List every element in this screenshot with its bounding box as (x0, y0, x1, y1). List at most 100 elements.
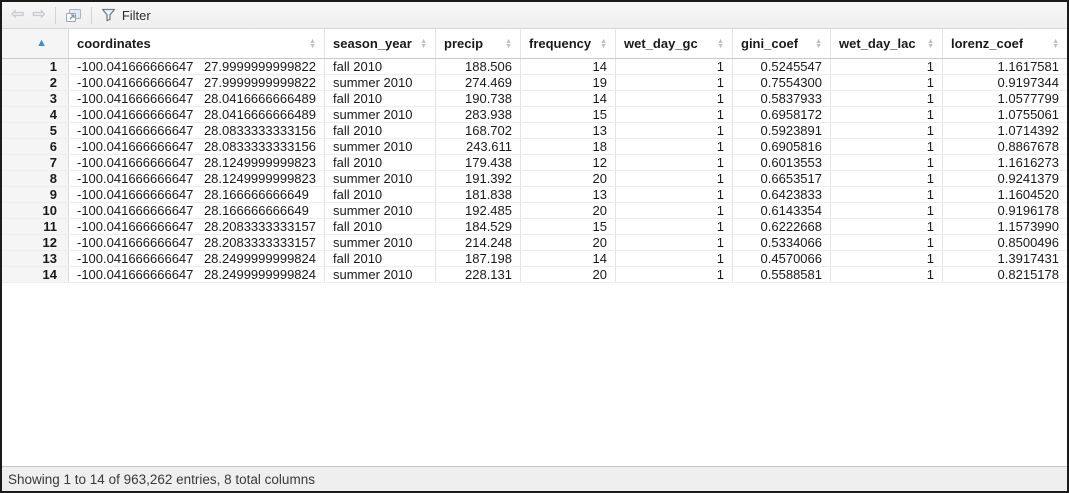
gini-coef-cell: 0.7554300 (733, 75, 831, 90)
longitude-value: -100.041666666647 (77, 139, 194, 154)
column-header-label: season_year (333, 36, 412, 51)
wet-day-lac-cell: 1 (831, 203, 943, 218)
wet-day-lac-cell: 1 (831, 251, 943, 266)
filter-button-label: Filter (121, 7, 151, 23)
lorenz-coef-cell: 1.0714392 (997, 123, 1059, 138)
open-in-new-window-button[interactable] (61, 4, 86, 26)
sort-down-icon: ▼ (1052, 42, 1059, 50)
frequency-cell: 19 (521, 75, 616, 90)
table-row: 12 -100.041666666647 28.2083333333157 su… (2, 235, 1067, 251)
row-number-header[interactable]: ▲ (2, 29, 69, 58)
lorenz-coef-cell: 1.1616273 (997, 155, 1059, 170)
toolbar-separator (90, 6, 92, 24)
data-grid: ▲ coordinates ▲ ▼ season_year ▲ ▼ precip… (2, 29, 1067, 466)
wet-day-lac-cell: 1 (831, 59, 943, 74)
season-year-cell: summer 2010 (325, 267, 436, 282)
wet-day-lac-cell: 1 (831, 155, 943, 170)
filter-button[interactable]: Filter (97, 4, 155, 26)
forward-icon: ⇨ (32, 6, 46, 23)
precip-cell: 179.438 (436, 155, 521, 170)
sort-up-icon: ▲ (420, 37, 427, 45)
sort-arrows-icon: ▲ ▼ (1052, 38, 1059, 50)
filter-funnel-icon (101, 8, 116, 22)
frequency-cell: 13 (521, 187, 616, 202)
status-text: Showing 1 to 14 of 963,262 entries, 8 to… (8, 471, 315, 487)
coordinates-cell: -100.041666666647 28.166666666649 (69, 203, 325, 218)
longitude-value: -100.041666666647 (77, 91, 194, 106)
latitude-value: 27.9999999999822 (203, 59, 316, 74)
row-number-cell: 1 (2, 59, 69, 74)
lorenz-coef-cell: 1.1617581 (997, 59, 1059, 74)
wet-day-gc-cell: 1 (616, 235, 733, 250)
column-header-season_year[interactable]: season_year ▲ ▼ (325, 29, 436, 58)
lorenz-coef-cell: 0.9196178 (997, 203, 1059, 218)
column-header-frequency[interactable]: frequency ▲ ▼ (521, 29, 616, 58)
season-year-cell: summer 2010 (325, 107, 436, 122)
precip-cell: 228.131 (436, 267, 521, 282)
back-button[interactable]: ⇦ (7, 4, 28, 26)
column-header-wet_day_lac[interactable]: wet_day_lac ▲ ▼ (831, 29, 943, 58)
latitude-value: 28.2083333333157 (203, 219, 316, 234)
latitude-value: 28.2499999999824 (203, 251, 316, 266)
latitude-value: 28.166666666649 (204, 187, 309, 202)
frequency-cell: 15 (521, 107, 616, 122)
table-row: 5 -100.041666666647 28.0833333333156 fal… (2, 123, 1067, 139)
wet-day-lac-cell: 1 (831, 267, 943, 282)
coordinates-cell: -100.041666666647 28.2499999999824 (69, 267, 325, 282)
coordinates-cell: -100.041666666647 28.166666666649 (69, 187, 325, 202)
frequency-cell: 20 (521, 171, 616, 186)
table-row: 13 -100.041666666647 28.2499999999824 fa… (2, 251, 1067, 267)
row-number-cell: 12 (2, 235, 69, 250)
table-row: 3 -100.041666666647 28.0416666666489 fal… (2, 91, 1067, 107)
sort-arrows-icon: ▲ ▼ (815, 37, 822, 50)
sort-down-icon: ▼ (309, 42, 316, 50)
coordinates-cell: -100.041666666647 28.2083333333157 (69, 219, 325, 234)
frequency-cell: 15 (521, 219, 616, 234)
longitude-value: -100.041666666647 (77, 75, 194, 90)
column-header-label: coordinates (77, 36, 151, 51)
sort-down-icon: ▼ (927, 42, 934, 50)
column-header-lorenz_coef[interactable]: lorenz_coef ▲ ▼ (943, 29, 1067, 58)
row-number-cell: 9 (2, 187, 69, 202)
wet-day-gc-cell: 1 (616, 267, 733, 282)
open-in-new-window-icon (65, 8, 82, 23)
frequency-cell: 20 (521, 235, 616, 250)
header-row: ▲ coordinates ▲ ▼ season_year ▲ ▼ precip… (2, 29, 1067, 59)
coordinates-cell: -100.041666666647 28.1249999999823 (69, 171, 325, 186)
table-row: 14 -100.041666666647 28.2499999999824 su… (2, 267, 1067, 283)
precip-cell: 191.392 (436, 171, 521, 186)
latitude-value: 28.0416666666489 (203, 107, 316, 122)
latitude-value: 28.0416666666489 (203, 91, 316, 106)
column-header-coordinates[interactable]: coordinates ▲ ▼ (69, 29, 325, 58)
season-year-cell: fall 2010 (325, 187, 436, 202)
lorenz-coef-cell: 0.9241379 (997, 171, 1059, 186)
longitude-value: -100.041666666647 (77, 171, 194, 186)
forward-button[interactable]: ⇨ (28, 4, 49, 26)
table-row: 7 -100.041666666647 28.1249999999823 fal… (2, 155, 1067, 171)
coordinates-cell: -100.041666666647 28.2083333333157 (69, 235, 325, 250)
wet-day-lac-cell: 1 (831, 139, 943, 154)
latitude-value: 28.2083333333157 (203, 235, 316, 250)
gini-coef-cell: 0.6222668 (733, 219, 831, 234)
table-row: 2 -100.041666666647 27.9999999999822 sum… (2, 75, 1067, 91)
column-header-precip[interactable]: precip ▲ ▼ (436, 29, 521, 58)
longitude-value: -100.041666666647 (77, 107, 194, 122)
wet-day-gc-cell: 1 (616, 251, 733, 266)
gini-coef-cell: 0.5334066 (733, 235, 831, 250)
wet-day-lac-cell: 1 (831, 123, 943, 138)
sort-up-icon: ▲ (815, 37, 822, 45)
precip-cell: 187.198 (436, 251, 521, 266)
sort-arrows-icon: ▲ ▼ (717, 38, 724, 50)
column-header-wet_day_gc[interactable]: wet_day_gc ▲ ▼ (616, 29, 733, 58)
wet-day-gc-cell: 1 (616, 59, 733, 74)
lorenz-coef-cell: 1.3917431 (997, 251, 1059, 266)
lorenz-coef-cell: 0.8500496 (997, 235, 1059, 250)
column-header-gini_coef[interactable]: gini_coef ▲ ▼ (733, 29, 831, 58)
sort-arrows-icon: ▲ ▼ (927, 38, 934, 50)
latitude-value: 28.0833333333156 (203, 139, 316, 154)
row-number-cell: 2 (2, 75, 69, 90)
sort-arrows-icon: ▲ ▼ (309, 38, 316, 50)
sort-down-icon: ▼ (717, 42, 724, 50)
coordinates-cell: -100.041666666647 27.9999999999822 (69, 75, 325, 90)
